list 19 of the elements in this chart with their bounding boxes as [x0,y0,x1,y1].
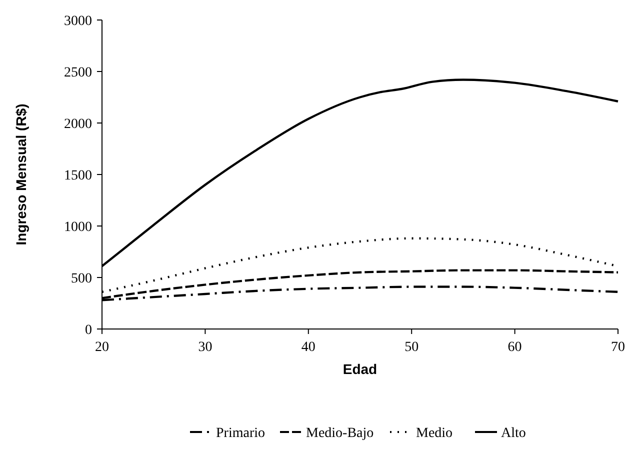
y-tick-label: 2000 [64,116,92,132]
x-tick-label: 60 [508,340,522,355]
x-axis-title: Edad [342,361,378,377]
legend-label: Medio [416,426,453,441]
legend-label: Primario [216,426,265,441]
x-tick-label: 20 [95,340,109,355]
y-axis-title: Ingreso Mensual (R$) [13,104,29,246]
legend-label: Alto [501,426,526,441]
y-tick-label: 1000 [64,220,92,235]
x-tick-label: 50 [404,340,419,355]
x-tick-label: 30 [198,340,212,355]
x-tick-label: 70 [611,340,625,355]
y-tick-label: 0 [85,322,92,338]
y-tick-label: 3000 [64,14,92,29]
y-tick-label: 1500 [64,168,92,184]
legend-label: Medio-Bajo [306,426,374,441]
y-tick-label: 2500 [64,65,92,80]
x-tick-label: 40 [301,340,316,355]
y-tick-label: 500 [71,271,92,286]
